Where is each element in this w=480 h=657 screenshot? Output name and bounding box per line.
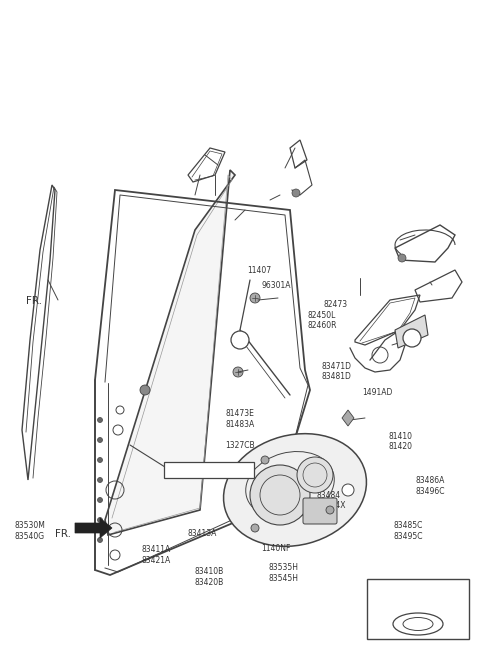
- Circle shape: [97, 478, 103, 482]
- Text: 83411A
83421A: 83411A 83421A: [142, 545, 170, 565]
- Text: 83535H
83545H: 83535H 83545H: [269, 563, 299, 583]
- Circle shape: [233, 367, 243, 377]
- Circle shape: [342, 484, 354, 496]
- Circle shape: [398, 254, 406, 262]
- FancyBboxPatch shape: [303, 498, 337, 524]
- Circle shape: [97, 518, 103, 522]
- Circle shape: [140, 385, 150, 395]
- Text: 81473E
81483A: 81473E 81483A: [226, 409, 255, 429]
- Circle shape: [250, 293, 260, 303]
- Text: 83484
83494X: 83484 83494X: [317, 491, 346, 510]
- Text: 81410
81420: 81410 81420: [389, 432, 413, 451]
- Circle shape: [248, 525, 258, 535]
- Circle shape: [97, 417, 103, 422]
- Polygon shape: [75, 518, 112, 538]
- Text: 11407: 11407: [247, 266, 271, 275]
- Text: 82473: 82473: [324, 300, 348, 309]
- Text: 81477: 81477: [269, 467, 293, 476]
- Circle shape: [403, 329, 421, 347]
- Text: A: A: [237, 336, 243, 344]
- Text: 1731JE: 1731JE: [395, 585, 426, 595]
- Text: 83485C
83495C: 83485C 83495C: [394, 521, 423, 541]
- Text: 1327CB: 1327CB: [226, 441, 255, 450]
- Text: 82450L
82460R: 82450L 82460R: [307, 311, 336, 330]
- Circle shape: [250, 465, 310, 525]
- Polygon shape: [395, 315, 428, 348]
- Text: a: a: [380, 587, 384, 593]
- Text: 83471D
83481D: 83471D 83481D: [322, 361, 351, 381]
- Circle shape: [376, 584, 388, 596]
- Polygon shape: [105, 170, 235, 535]
- Text: a: a: [346, 487, 350, 493]
- Text: REF.60-770: REF.60-770: [188, 466, 230, 474]
- Text: A: A: [409, 334, 415, 342]
- Text: 1491AD: 1491AD: [362, 388, 393, 397]
- Circle shape: [97, 497, 103, 503]
- FancyBboxPatch shape: [164, 462, 254, 478]
- Circle shape: [251, 524, 259, 532]
- Circle shape: [326, 506, 334, 514]
- Text: 83530M
83540G: 83530M 83540G: [14, 521, 45, 541]
- Text: 83410B
83420B: 83410B 83420B: [194, 567, 223, 587]
- Circle shape: [292, 189, 300, 197]
- Text: 83413A: 83413A: [187, 529, 216, 538]
- Circle shape: [261, 456, 269, 464]
- FancyBboxPatch shape: [367, 579, 469, 639]
- Text: 96301A: 96301A: [262, 281, 291, 290]
- Circle shape: [97, 438, 103, 443]
- Text: 83486A
83496C: 83486A 83496C: [415, 476, 444, 496]
- Circle shape: [97, 457, 103, 463]
- Circle shape: [297, 457, 333, 493]
- Text: 1140NF: 1140NF: [262, 544, 291, 553]
- Polygon shape: [342, 410, 354, 426]
- Circle shape: [231, 331, 249, 349]
- Text: FR.: FR.: [26, 296, 42, 306]
- Circle shape: [97, 537, 103, 543]
- Text: FR.: FR.: [55, 529, 71, 539]
- Ellipse shape: [224, 434, 366, 547]
